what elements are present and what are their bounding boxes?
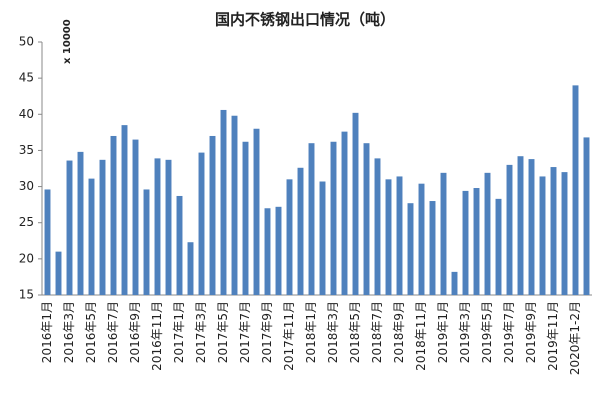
y-tick-label: 15 <box>19 288 34 302</box>
bar <box>253 128 260 295</box>
bar <box>495 198 502 295</box>
x-tick-label: 2017年9月 <box>260 301 274 363</box>
bar <box>165 159 172 295</box>
bar <box>198 152 205 295</box>
y-tick-label: 30 <box>19 179 34 193</box>
bar <box>561 172 568 295</box>
bar <box>297 167 304 295</box>
bar <box>550 167 557 295</box>
bar <box>374 158 381 295</box>
bar <box>220 109 227 295</box>
bar <box>55 251 62 295</box>
bar <box>242 141 249 295</box>
x-tick-label: 2020年1-2月 <box>568 301 582 375</box>
y-tick-label: 45 <box>19 71 34 85</box>
bar <box>319 181 326 295</box>
bar <box>396 176 403 295</box>
x-tick-label: 2016年11月 <box>150 301 164 371</box>
bar <box>440 172 447 295</box>
unit-note: x 10000 <box>62 19 73 64</box>
bar <box>121 125 128 295</box>
bar <box>44 189 51 295</box>
y-tick-label: 35 <box>19 143 34 157</box>
bar <box>352 112 359 295</box>
bar <box>418 183 425 295</box>
x-tick-label: 2016年3月 <box>62 301 76 363</box>
x-tick-label: 2019年1月 <box>436 301 450 363</box>
bar <box>462 190 469 295</box>
bar <box>132 139 139 295</box>
bar <box>473 188 480 295</box>
x-tick-label: 2017年11月 <box>282 301 296 371</box>
x-tick-label: 2019年11月 <box>546 301 560 371</box>
x-tick-label: 2017年1月 <box>172 301 186 363</box>
bar <box>539 176 546 295</box>
bar <box>308 143 315 295</box>
bar <box>363 143 370 295</box>
x-tick-label: 2018年1月 <box>304 301 318 363</box>
bar <box>176 195 183 295</box>
bar <box>572 85 579 295</box>
bar <box>451 271 458 295</box>
x-tick-label: 2016年7月 <box>106 301 120 363</box>
y-tick-label: 25 <box>19 215 34 229</box>
bar <box>154 158 161 295</box>
x-tick-label: 2016年5月 <box>84 301 98 363</box>
bar <box>407 203 414 295</box>
x-tick-label: 2018年5月 <box>348 301 362 363</box>
x-tick-label: 2019年3月 <box>458 301 472 363</box>
x-tick-label: 2019年9月 <box>524 301 538 363</box>
bar <box>341 131 348 295</box>
y-tick-label: 20 <box>19 251 34 265</box>
bar <box>286 179 293 295</box>
bar <box>517 156 524 295</box>
bar <box>275 206 282 295</box>
x-tick-label: 2016年9月 <box>128 301 142 363</box>
x-tick-label: 2018年3月 <box>326 301 340 363</box>
x-tick-label: 2017年5月 <box>216 301 230 363</box>
bar <box>385 179 392 295</box>
x-tick-label: 2018年9月 <box>392 301 406 363</box>
x-tick-label: 2018年7月 <box>370 301 384 363</box>
bar <box>231 115 238 295</box>
x-tick-label: 2017年3月 <box>194 301 208 363</box>
bar <box>110 135 117 295</box>
chart-title: 国内不锈钢出口情况（吨） <box>215 11 395 29</box>
bar <box>484 172 491 295</box>
x-tick-label: 2019年5月 <box>480 301 494 363</box>
x-tick-label: 2018年11月 <box>414 301 428 371</box>
bar <box>88 178 95 295</box>
bar <box>528 159 535 295</box>
x-tick-label: 2016年1月 <box>40 301 54 363</box>
bar <box>583 137 590 295</box>
bar <box>66 160 73 295</box>
bar <box>506 164 513 295</box>
y-tick-label: 50 <box>19 35 34 49</box>
x-tick-label: 2019年7月 <box>502 301 516 363</box>
bar <box>330 141 337 295</box>
bar <box>209 135 216 295</box>
y-tick-label: 40 <box>19 107 34 121</box>
bar <box>77 151 84 295</box>
bar <box>99 159 106 295</box>
bar <box>264 208 271 295</box>
bar <box>143 189 150 295</box>
x-tick-label: 2017年7月 <box>238 301 252 363</box>
bar <box>187 242 194 295</box>
bar <box>429 201 436 295</box>
